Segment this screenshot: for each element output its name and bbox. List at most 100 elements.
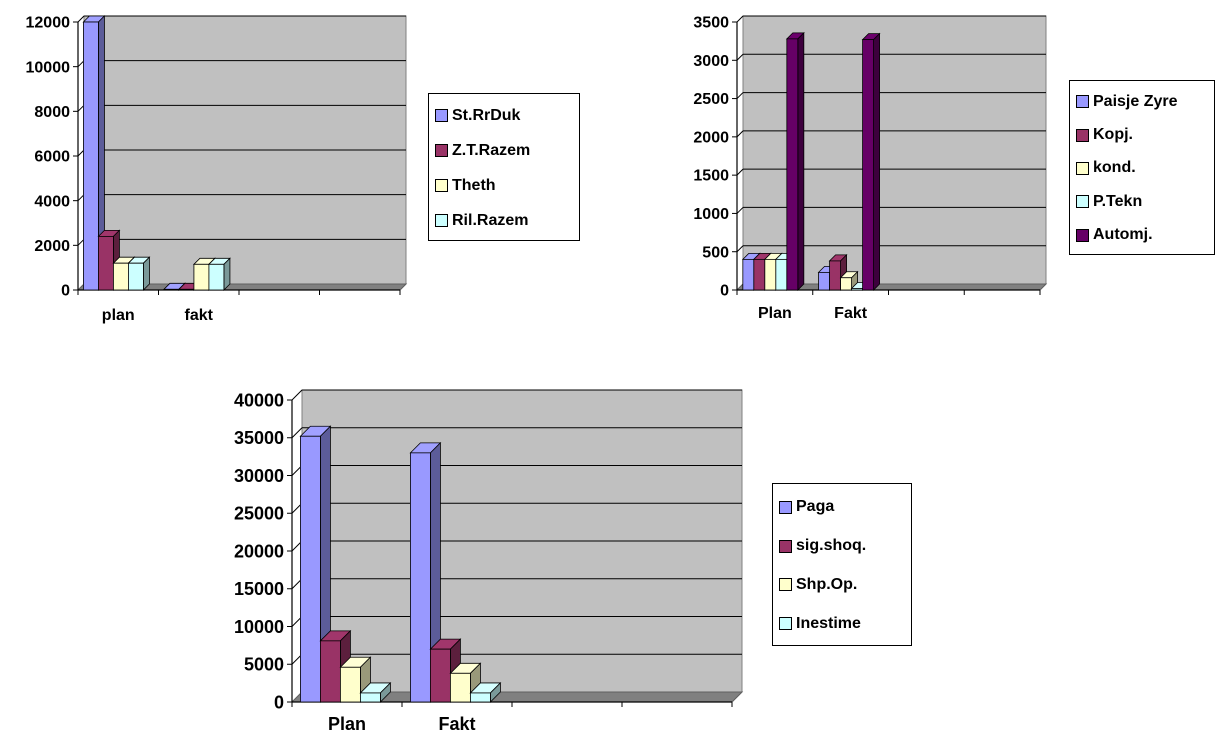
chart-1-ytick-label: 6000 — [34, 149, 70, 166]
legend-swatch — [1076, 128, 1089, 142]
chart-1-bar — [178, 288, 195, 291]
chart-1-plot-area — [76, 15, 407, 291]
legend-item: Inestime — [779, 604, 905, 643]
chart-1-gridline-diag — [77, 104, 85, 112]
legend-label: Z.T.Razem — [452, 141, 531, 159]
chart-3-bar — [320, 640, 341, 703]
legend-swatch — [435, 144, 448, 157]
chart-3-category-label: Fakt — [438, 714, 475, 734]
chart-2-gridline-diag — [736, 15, 744, 23]
legend-item: sig.shoq. — [779, 527, 905, 566]
chart-2-bar — [775, 258, 788, 291]
legend-item: St.RrDuk — [435, 98, 573, 133]
chart-3-ytick-label: 25000 — [234, 504, 284, 524]
chart-3-bar — [429, 648, 451, 703]
chart-1-ytick-label: 4000 — [34, 193, 70, 210]
legend-label: Paisje Zyre — [1093, 92, 1178, 110]
chart-1-bar — [163, 288, 180, 291]
chart-2-gridline-diag — [736, 207, 744, 214]
chart-1-category-label: fakt — [185, 307, 214, 324]
chart-1-ytick-label: 10000 — [26, 59, 71, 76]
legend-item: Kopj. — [1076, 118, 1208, 151]
legend-swatch — [435, 109, 448, 122]
chart-1-bar — [98, 235, 114, 291]
chart-3-gridline-diag — [291, 389, 303, 401]
legend-label: Theth — [452, 176, 496, 194]
legend-item: Automj. — [1076, 219, 1208, 252]
chart-1-ytick-label: 2000 — [34, 238, 70, 255]
chart-1-gridline-diag — [77, 194, 85, 202]
legend-item: Ril.Razem — [435, 203, 573, 238]
chart-3-bar — [449, 672, 471, 703]
legend-item: Paisje Zyre — [1076, 85, 1208, 118]
chart-1-gridline-diag — [77, 238, 85, 246]
chart-2-bar — [753, 258, 766, 291]
chart-3-ytick-label: 0 — [274, 692, 284, 712]
chart-3-ytick-label: 40000 — [234, 390, 284, 410]
legend-label: Shp.Op. — [796, 575, 858, 593]
chart-2-bar — [829, 260, 841, 291]
chart-1-gridline-diag — [77, 149, 85, 157]
chart-3-category-label: Plan — [328, 714, 366, 734]
legend-label: Kopj. — [1093, 126, 1133, 144]
legend-item: Shp.Op. — [779, 566, 905, 605]
legend-swatch — [1076, 161, 1089, 175]
chart-2-bar — [786, 38, 799, 291]
chart-1-bar-side — [223, 257, 231, 291]
chart-2-gridline-diag — [736, 53, 744, 61]
chart-2-ytick-label: 500 — [702, 244, 729, 261]
chart-3-bar — [339, 666, 361, 703]
chart-3-ytick-label: 20000 — [234, 541, 284, 561]
chart-3-ytick-label: 5000 — [244, 655, 284, 675]
chart-2-bar — [851, 288, 863, 291]
legend-label: St.RrDuk — [452, 106, 521, 124]
legend-swatch — [435, 179, 448, 192]
legend-item: Z.T.Razem — [435, 133, 573, 168]
legend-item: Theth — [435, 168, 573, 203]
chart-1-ytick-label: 8000 — [34, 104, 70, 121]
chart-2-gridline-diag — [736, 245, 744, 253]
chart-1-bar-side — [143, 256, 150, 291]
chart-2-bar-side — [873, 32, 880, 291]
chart-3-ytick-label: 15000 — [234, 579, 284, 599]
legend-item: P.Tekn — [1076, 185, 1208, 218]
legend-swatch — [435, 214, 448, 227]
legend-label: sig.shoq. — [796, 537, 867, 555]
chart-2-ytick-label: 3500 — [693, 15, 729, 32]
chart-1-ytick-label: 12000 — [26, 15, 71, 32]
chart-2-ytick-label: 1000 — [693, 206, 729, 223]
chart-3-bar — [300, 435, 321, 703]
chart-1-bar — [113, 262, 129, 291]
chart-3-bar — [359, 692, 381, 703]
chart-1: 0 2000 4000 6000 8000 10000 12000 plan fakt — [26, 15, 408, 324]
legend-item: kond. — [1076, 152, 1208, 185]
chart-2-bar — [742, 258, 755, 291]
chart-2-legend: Paisje Zyre Kopj. kond. P.Tekn Automj. — [1069, 80, 1215, 255]
legend-swatch — [779, 539, 792, 553]
chart-2-ytick-label: 1500 — [693, 168, 729, 185]
chart-2-ytick-label: 2000 — [693, 129, 729, 146]
chart-2-gridline-diag — [736, 92, 744, 99]
chart-2-gridline-diag — [736, 168, 744, 176]
chart-3-gridline-diag — [291, 427, 303, 439]
chart-3-ytick-label: 10000 — [234, 617, 284, 637]
legend-swatch — [779, 500, 792, 514]
chart-3-ytick-label: 30000 — [234, 466, 284, 486]
chart-3-ytick-label: 35000 — [234, 428, 284, 448]
legend-swatch — [779, 617, 792, 631]
chart-2: 0 500 1000 1500 2000 2500 3000 3500 Plan Fakt — [693, 15, 1048, 322]
legend-swatch — [1076, 195, 1089, 209]
legend-label: Automj. — [1093, 226, 1153, 244]
legend-item: Paga — [779, 488, 905, 527]
legend-label: kond. — [1093, 159, 1136, 177]
chart-3-bar — [469, 692, 491, 703]
legend-label: Ril.Razem — [452, 211, 529, 229]
chart-2-bar-side — [797, 31, 805, 291]
chart-1-ytick-label: 0 — [61, 283, 70, 300]
chart-2-plot-area — [735, 15, 1047, 291]
chart-1-legend: St.RrDuk Z.T.Razem Theth Ril.Razem — [428, 93, 580, 241]
chart-2-category-label: Fakt — [834, 305, 868, 322]
legend-swatch — [1076, 95, 1089, 109]
chart-2-ytick-label: 3000 — [693, 53, 729, 70]
chart-2-bar — [818, 271, 830, 291]
